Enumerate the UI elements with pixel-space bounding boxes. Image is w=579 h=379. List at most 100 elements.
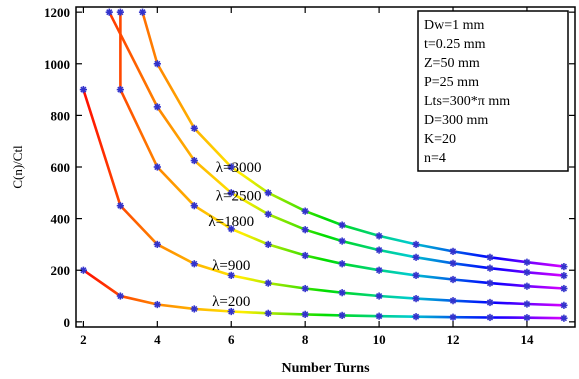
data-point-marker xyxy=(105,8,113,16)
data-point-marker xyxy=(227,271,235,279)
y-tick-label: 200 xyxy=(51,263,71,278)
legend-line: t=0.25 mm xyxy=(424,37,486,52)
data-point-marker xyxy=(190,156,198,165)
x-axis-title: Number Turns xyxy=(281,361,370,376)
y-tick-label: 1000 xyxy=(44,57,70,72)
data-point-marker xyxy=(301,251,309,260)
x-tick-label: 14 xyxy=(520,332,534,347)
series-line xyxy=(82,89,564,307)
data-point-marker xyxy=(227,307,235,316)
data-point-marker xyxy=(412,295,420,303)
data-point-marker xyxy=(153,60,161,68)
data-point-marker xyxy=(264,240,272,249)
x-tick-label: 10 xyxy=(373,332,386,347)
data-point-marker xyxy=(375,292,383,300)
data-point-marker xyxy=(486,298,494,307)
data-point-marker xyxy=(486,253,494,261)
data-point-marker xyxy=(338,237,346,245)
x-tick-label: 12 xyxy=(447,332,460,347)
data-point-marker xyxy=(560,314,568,322)
data-point-marker xyxy=(190,124,198,132)
data-point-marker xyxy=(486,264,494,272)
legend-box xyxy=(417,10,569,172)
data-point-marker xyxy=(412,240,420,249)
data-point-marker xyxy=(264,279,272,287)
data-point-marker xyxy=(116,85,124,94)
data-point-marker xyxy=(301,284,309,293)
data-point-marker xyxy=(153,163,161,171)
data-point-marker xyxy=(560,284,568,293)
data-point-marker xyxy=(116,8,124,16)
data-point-marker xyxy=(338,221,346,229)
data-point-marker xyxy=(486,279,494,287)
data-point-marker xyxy=(116,202,124,210)
y-tick-label: 600 xyxy=(51,160,71,175)
data-point-marker xyxy=(412,313,420,321)
parameter-legend: Dw=1 mm t=0.25 mm Z=50 mm P=25 mm Lts=300*π … xyxy=(417,10,569,172)
data-point-marker xyxy=(523,268,531,276)
data-point-marker xyxy=(375,312,383,320)
data-point-marker xyxy=(375,246,383,254)
legend-line: K=20 xyxy=(424,132,456,147)
marker-layer xyxy=(79,8,568,322)
data-point-marker xyxy=(153,103,161,111)
data-point-marker xyxy=(264,210,272,218)
y-axis-title: C(n)/Ctl xyxy=(10,145,25,189)
data-point-marker xyxy=(301,226,309,234)
data-point-marker xyxy=(375,232,383,240)
data-point-marker xyxy=(449,247,457,255)
data-point-marker xyxy=(116,292,124,300)
data-point-marker xyxy=(375,266,383,274)
legend-line: Lts=300*π mm xyxy=(424,94,510,109)
legend-line: Dw=1 mm xyxy=(424,18,485,33)
y-tick-label: 1200 xyxy=(44,5,70,20)
data-point-marker xyxy=(138,8,147,16)
data-point-marker xyxy=(301,310,309,318)
data-point-marker xyxy=(449,313,457,321)
series-line xyxy=(119,12,564,290)
y-tick-label: 400 xyxy=(51,212,71,227)
legend-line: n=4 xyxy=(424,151,446,166)
x-tick-label: 2 xyxy=(80,332,87,347)
legend-line: D=300 mm xyxy=(424,113,488,128)
data-point-marker xyxy=(79,85,87,94)
x-tick-label: 6 xyxy=(228,332,235,347)
data-point-marker xyxy=(560,272,568,280)
series-label: λ=1800 xyxy=(208,214,254,230)
series-label: λ=3000 xyxy=(216,160,262,176)
data-point-marker xyxy=(449,259,457,267)
data-point-marker xyxy=(264,189,272,197)
data-point-marker xyxy=(301,207,309,215)
x-tick-label: 4 xyxy=(154,332,161,347)
data-point-marker xyxy=(153,240,161,249)
data-point-marker xyxy=(523,258,531,266)
tick-layer: 2 4 6 8 10 12 14 0 200 400 600 800 1000 1200 xyxy=(44,5,575,347)
data-point-marker xyxy=(338,311,346,319)
data-point-marker xyxy=(190,305,198,313)
y-tick-label: 800 xyxy=(51,108,71,123)
data-point-marker xyxy=(190,260,198,268)
data-point-marker xyxy=(449,275,457,284)
x-tick-label: 8 xyxy=(302,332,309,347)
series-label-layer: λ=200 λ=900 λ=1800 λ=2500 λ=3000 xyxy=(208,160,261,310)
data-point-marker xyxy=(523,314,531,322)
series-line xyxy=(82,269,564,320)
data-point-marker xyxy=(153,300,161,309)
series-label: λ=200 xyxy=(212,294,250,310)
data-point-marker xyxy=(412,253,420,261)
data-point-marker xyxy=(560,263,568,271)
data-point-marker xyxy=(523,282,531,290)
data-point-marker xyxy=(190,202,198,210)
data-point-marker xyxy=(227,163,235,171)
data-point-marker xyxy=(338,289,346,297)
data-point-marker xyxy=(449,297,457,305)
data-point-marker xyxy=(486,313,494,322)
data-point-marker xyxy=(227,189,235,197)
y-tick-label: 0 xyxy=(64,315,71,330)
data-point-marker xyxy=(523,300,531,308)
series-label: λ=900 xyxy=(212,258,250,274)
data-point-marker xyxy=(338,260,346,268)
legend-line: P=25 mm xyxy=(424,75,479,90)
data-point-marker xyxy=(264,309,272,317)
